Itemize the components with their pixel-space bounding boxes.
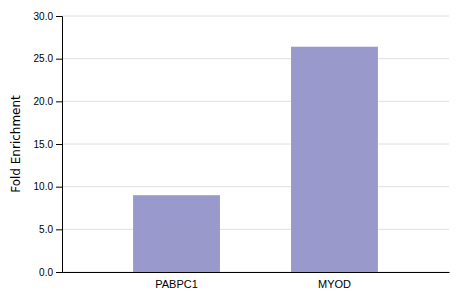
x-axis: PABPC1 MYOD xyxy=(63,273,450,290)
grid-line xyxy=(62,272,449,273)
tick: PABPC1 xyxy=(155,278,198,290)
bars xyxy=(133,47,378,272)
grid-line xyxy=(62,101,449,102)
tick-label: 25.0 xyxy=(34,53,54,64)
tick-label: 0.0 xyxy=(39,267,53,278)
tick: 20.0 xyxy=(34,96,62,107)
tick-label: PABPC1 xyxy=(155,278,198,290)
tick-label: 10.0 xyxy=(34,181,54,192)
grid-line xyxy=(62,186,449,187)
chart: 0.0 5.0 10.0 15.0 20.0 25.0 30.0 PABPC1 MYOD Fold… xyxy=(0,0,465,304)
tick-label: 20.0 xyxy=(34,96,54,107)
tick-label: 5.0 xyxy=(39,224,53,235)
grid-line xyxy=(62,16,449,17)
tick-mark xyxy=(56,272,62,273)
tick-label: 30.0 xyxy=(34,11,54,22)
tick: MYOD xyxy=(318,278,351,290)
y-axis: 0.0 5.0 10.0 15.0 20.0 25.0 30.0 xyxy=(34,11,63,278)
grid xyxy=(62,16,449,272)
tick: 15.0 xyxy=(34,139,62,150)
tick: 5.0 xyxy=(39,224,62,235)
grid-line xyxy=(62,58,449,59)
tick-mark xyxy=(56,144,62,145)
tick: 25.0 xyxy=(34,53,62,64)
axis-line xyxy=(56,17,63,273)
tick-mark xyxy=(56,187,62,188)
grid-line xyxy=(62,229,449,230)
grid-line xyxy=(62,144,449,145)
bar xyxy=(133,195,220,272)
y-axis-title: Fold Enrichment xyxy=(9,95,23,193)
tick-label: 15.0 xyxy=(34,139,54,150)
plot: 0.0 5.0 10.0 15.0 20.0 25.0 30.0 PABPC1 MYOD xyxy=(34,11,450,290)
tick: 30.0 xyxy=(34,11,62,22)
tick: 10.0 xyxy=(34,181,62,192)
tick: 0.0 xyxy=(39,267,62,278)
axis-line xyxy=(63,272,450,273)
tick-mark xyxy=(56,101,62,102)
tick-label: MYOD xyxy=(318,278,351,290)
tick-mark xyxy=(56,16,62,17)
tick-mark xyxy=(56,59,62,60)
bar xyxy=(291,47,378,272)
tick-mark xyxy=(56,229,62,230)
chart-container: 0.0 5.0 10.0 15.0 20.0 25.0 30.0 PABPC1 MYOD Fold… xyxy=(0,0,465,304)
